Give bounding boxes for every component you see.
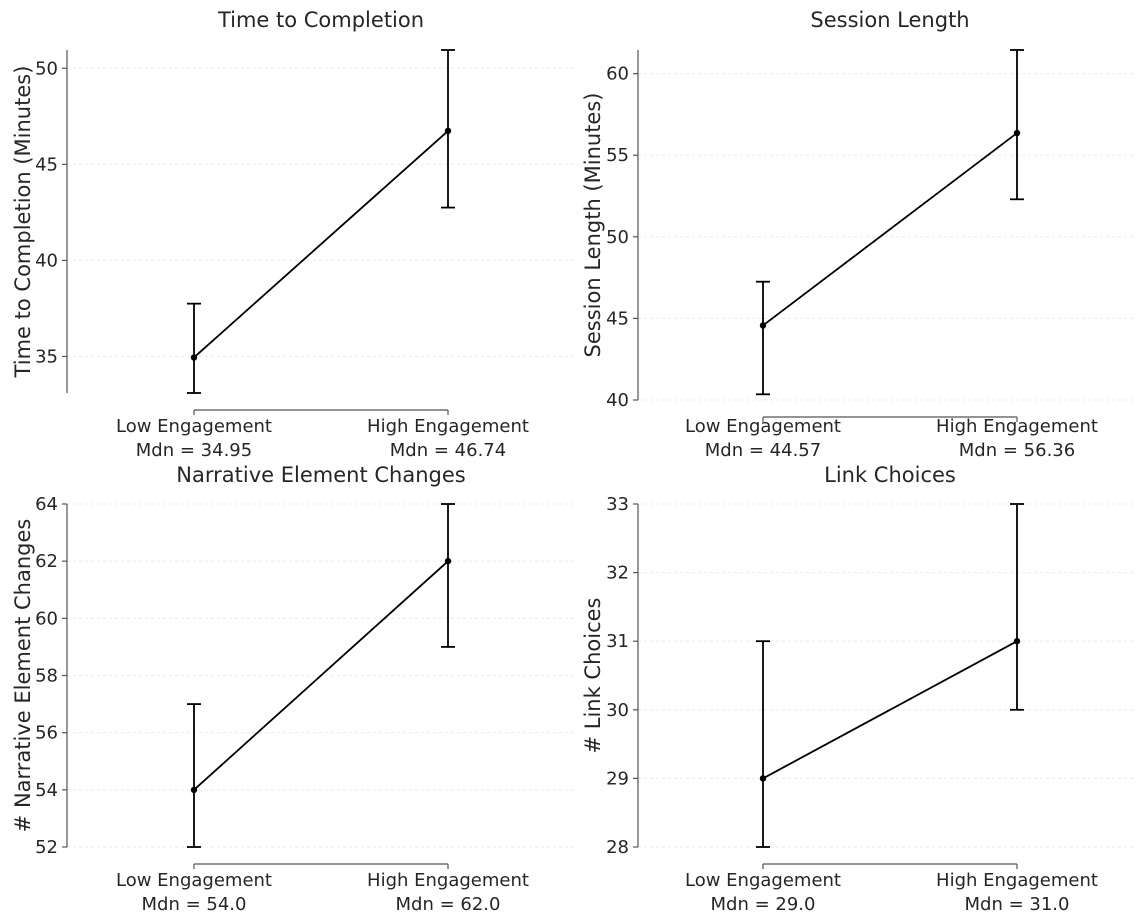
series-line [193,130,449,359]
x-tick-sublabel: Mdn = 56.36 [959,440,1075,461]
panel-time-to-completion: 35 40 45 50 Low Engagement Mdn = 34.95 High En… [11,8,578,461]
x-tick-label: High Engagement [936,416,1098,437]
y-tick-label: 56 [35,723,58,744]
x-tick-sublabel: Mdn = 29.0 [711,894,816,914]
series-line [762,640,1018,780]
data-point [1013,129,1021,137]
x-tick-sublabel: Mdn = 54.0 [142,894,247,914]
panel-session-length: 40 45 50 55 60 Low Engagement Mdn = 44.57 High … [581,8,1136,461]
y-tick-label: 40 [606,390,629,411]
x-tick-label: Low Engagement [116,416,272,437]
y-tick-label: 33 [606,494,629,515]
chart-title: Session Length [810,8,969,32]
chart-title: Link Choices [824,463,956,487]
y-tick-label: 58 [35,666,58,687]
y-axis-label: # Narrative Element Changes [11,519,35,833]
panel-link-choices: 28 29 30 31 32 33 Low Engagement Mdn = 29.0 High… [581,463,1136,915]
y-tick-label: 62 [35,551,58,572]
y-tick-label: 64 [35,494,58,515]
y-tick-label: 32 [606,563,629,584]
data-point [444,127,452,135]
y-tick-label: 45 [35,154,58,175]
x-tick-label: Low Engagement [685,870,841,891]
series-line [193,560,449,791]
y-axis-label: # Link Choices [581,597,605,753]
chart-title: Time to Completion [217,8,424,32]
y-tick-label: 45 [606,308,629,329]
x-tick-sublabel: Mdn = 46.74 [390,440,506,461]
x-tick-label: Low Engagement [685,416,841,437]
y-tick-label: 28 [606,837,629,858]
x-tick-sublabel: Mdn = 34.95 [136,440,252,461]
data-point [1013,638,1021,645]
y-tick-label: 35 [35,346,58,367]
y-axis-label: Time to Completion (Minutes) [11,66,35,379]
x-tick-sublabel: Mdn = 31.0 [965,894,1070,914]
y-axis-label: Session Length (Minutes) [581,93,605,358]
x-tick-label: High Engagement [367,870,529,891]
y-tick-label: 50 [35,58,58,79]
series-line [762,132,1018,327]
data-point [190,354,198,361]
data-point [759,322,767,329]
data-point [759,775,767,782]
y-tick-label: 60 [35,608,58,629]
y-tick-label: 60 [606,64,629,85]
x-tick-sublabel: Mdn = 44.57 [705,440,821,461]
chart-title: Narrative Element Changes [176,463,465,487]
data-point [444,557,452,565]
y-tick-label: 52 [35,837,58,858]
x-tick-label: Low Engagement [116,870,272,891]
y-tick-label: 54 [35,780,58,801]
y-tick-label: 30 [606,700,629,721]
y-tick-label: 29 [606,768,629,789]
panel-narrative-element-changes: 52 54 56 58 60 62 64 Low Engagement Mdn = 54.0 Hi… [11,463,578,915]
x-tick-sublabel: Mdn = 62.0 [396,894,501,914]
y-tick-label: 50 [606,227,629,248]
y-tick-label: 31 [606,631,629,652]
x-tick-label: High Engagement [367,416,529,437]
y-tick-label: 55 [606,145,629,166]
x-tick-label: High Engagement [936,870,1098,891]
data-point [190,786,198,794]
y-tick-label: 40 [35,250,58,271]
